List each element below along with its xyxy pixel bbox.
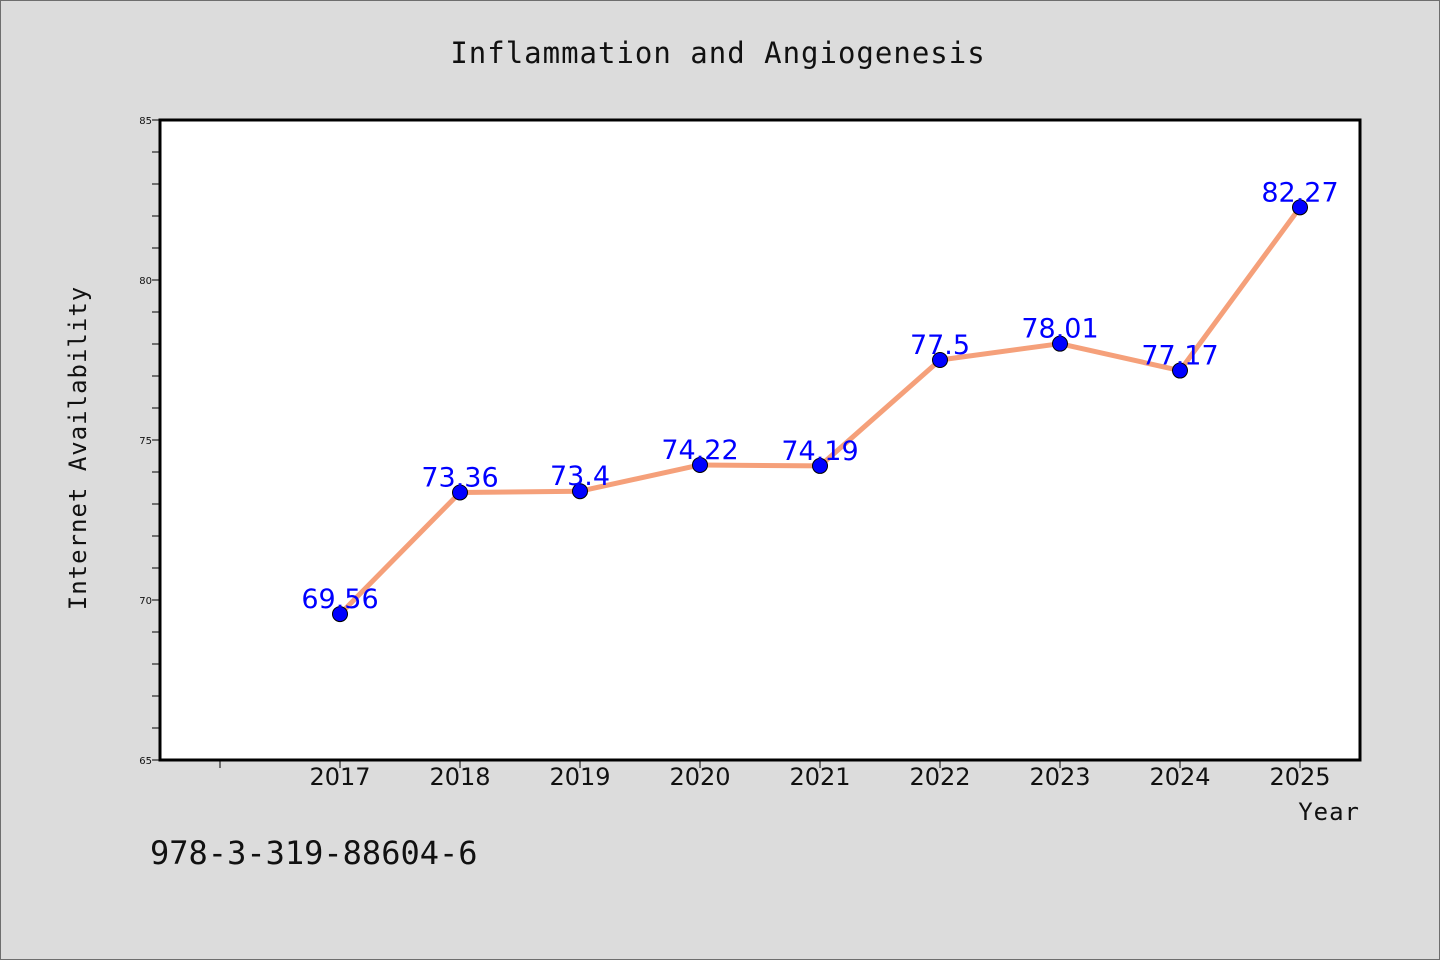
y-axis: 65 70 75 80 85	[139, 116, 160, 767]
data-point	[452, 484, 468, 501]
data-label: 69.56	[301, 584, 378, 615]
data-label: 73.36	[421, 462, 498, 493]
data-point	[1292, 199, 1308, 216]
y-tick-label: 65	[139, 756, 152, 767]
x-axis-label: Year	[1298, 798, 1360, 826]
plot-area	[158, 118, 1362, 762]
x-tick-label: 2023	[1029, 763, 1090, 791]
x-tick-label: 2018	[429, 763, 490, 791]
x-tick-label: 2021	[789, 763, 850, 791]
x-tick-label: 2025	[1269, 763, 1330, 791]
isbn-text: 978-3-319-88604-6	[150, 834, 478, 872]
data-point	[332, 606, 348, 623]
data-labels: 69.56 73.36 73.4 74.22 74.19 77.5 78.01 77.17 82…	[301, 177, 1338, 615]
data-point	[1172, 362, 1188, 379]
data-point	[692, 456, 708, 473]
y-tick-label: 70	[139, 596, 152, 607]
x-tick-label: 2020	[669, 763, 730, 791]
y-tick-label: 80	[139, 276, 152, 287]
data-point	[1052, 335, 1068, 352]
data-label: 77.5	[910, 330, 970, 361]
y-tick-label: 85	[139, 116, 152, 127]
x-tick-label: 2017	[309, 763, 370, 791]
x-tick-label: 2024	[1149, 763, 1210, 791]
data-label: 74.22	[661, 435, 738, 466]
y-tick-label: 75	[139, 436, 152, 447]
x-axis: 2017 2018 2019 2020 2021 2022 2023 2024 2025	[219, 760, 1331, 791]
data-label: 82.27	[1261, 177, 1338, 208]
x-tick-label: 2019	[549, 763, 610, 791]
data-label: 78.01	[1021, 314, 1098, 345]
chart-title: Inflammation and Angiogenesis	[450, 36, 985, 70]
series-group	[332, 199, 1308, 623]
data-point	[572, 483, 588, 500]
data-label: 77.17	[1141, 341, 1218, 372]
data-label: 73.4	[550, 461, 610, 492]
data-point	[932, 352, 948, 368]
data-label: 74.19	[781, 436, 858, 467]
y-axis-label: Internet Availability	[64, 286, 92, 610]
data-point	[812, 457, 828, 474]
x-tick-label: 2022	[909, 763, 970, 791]
